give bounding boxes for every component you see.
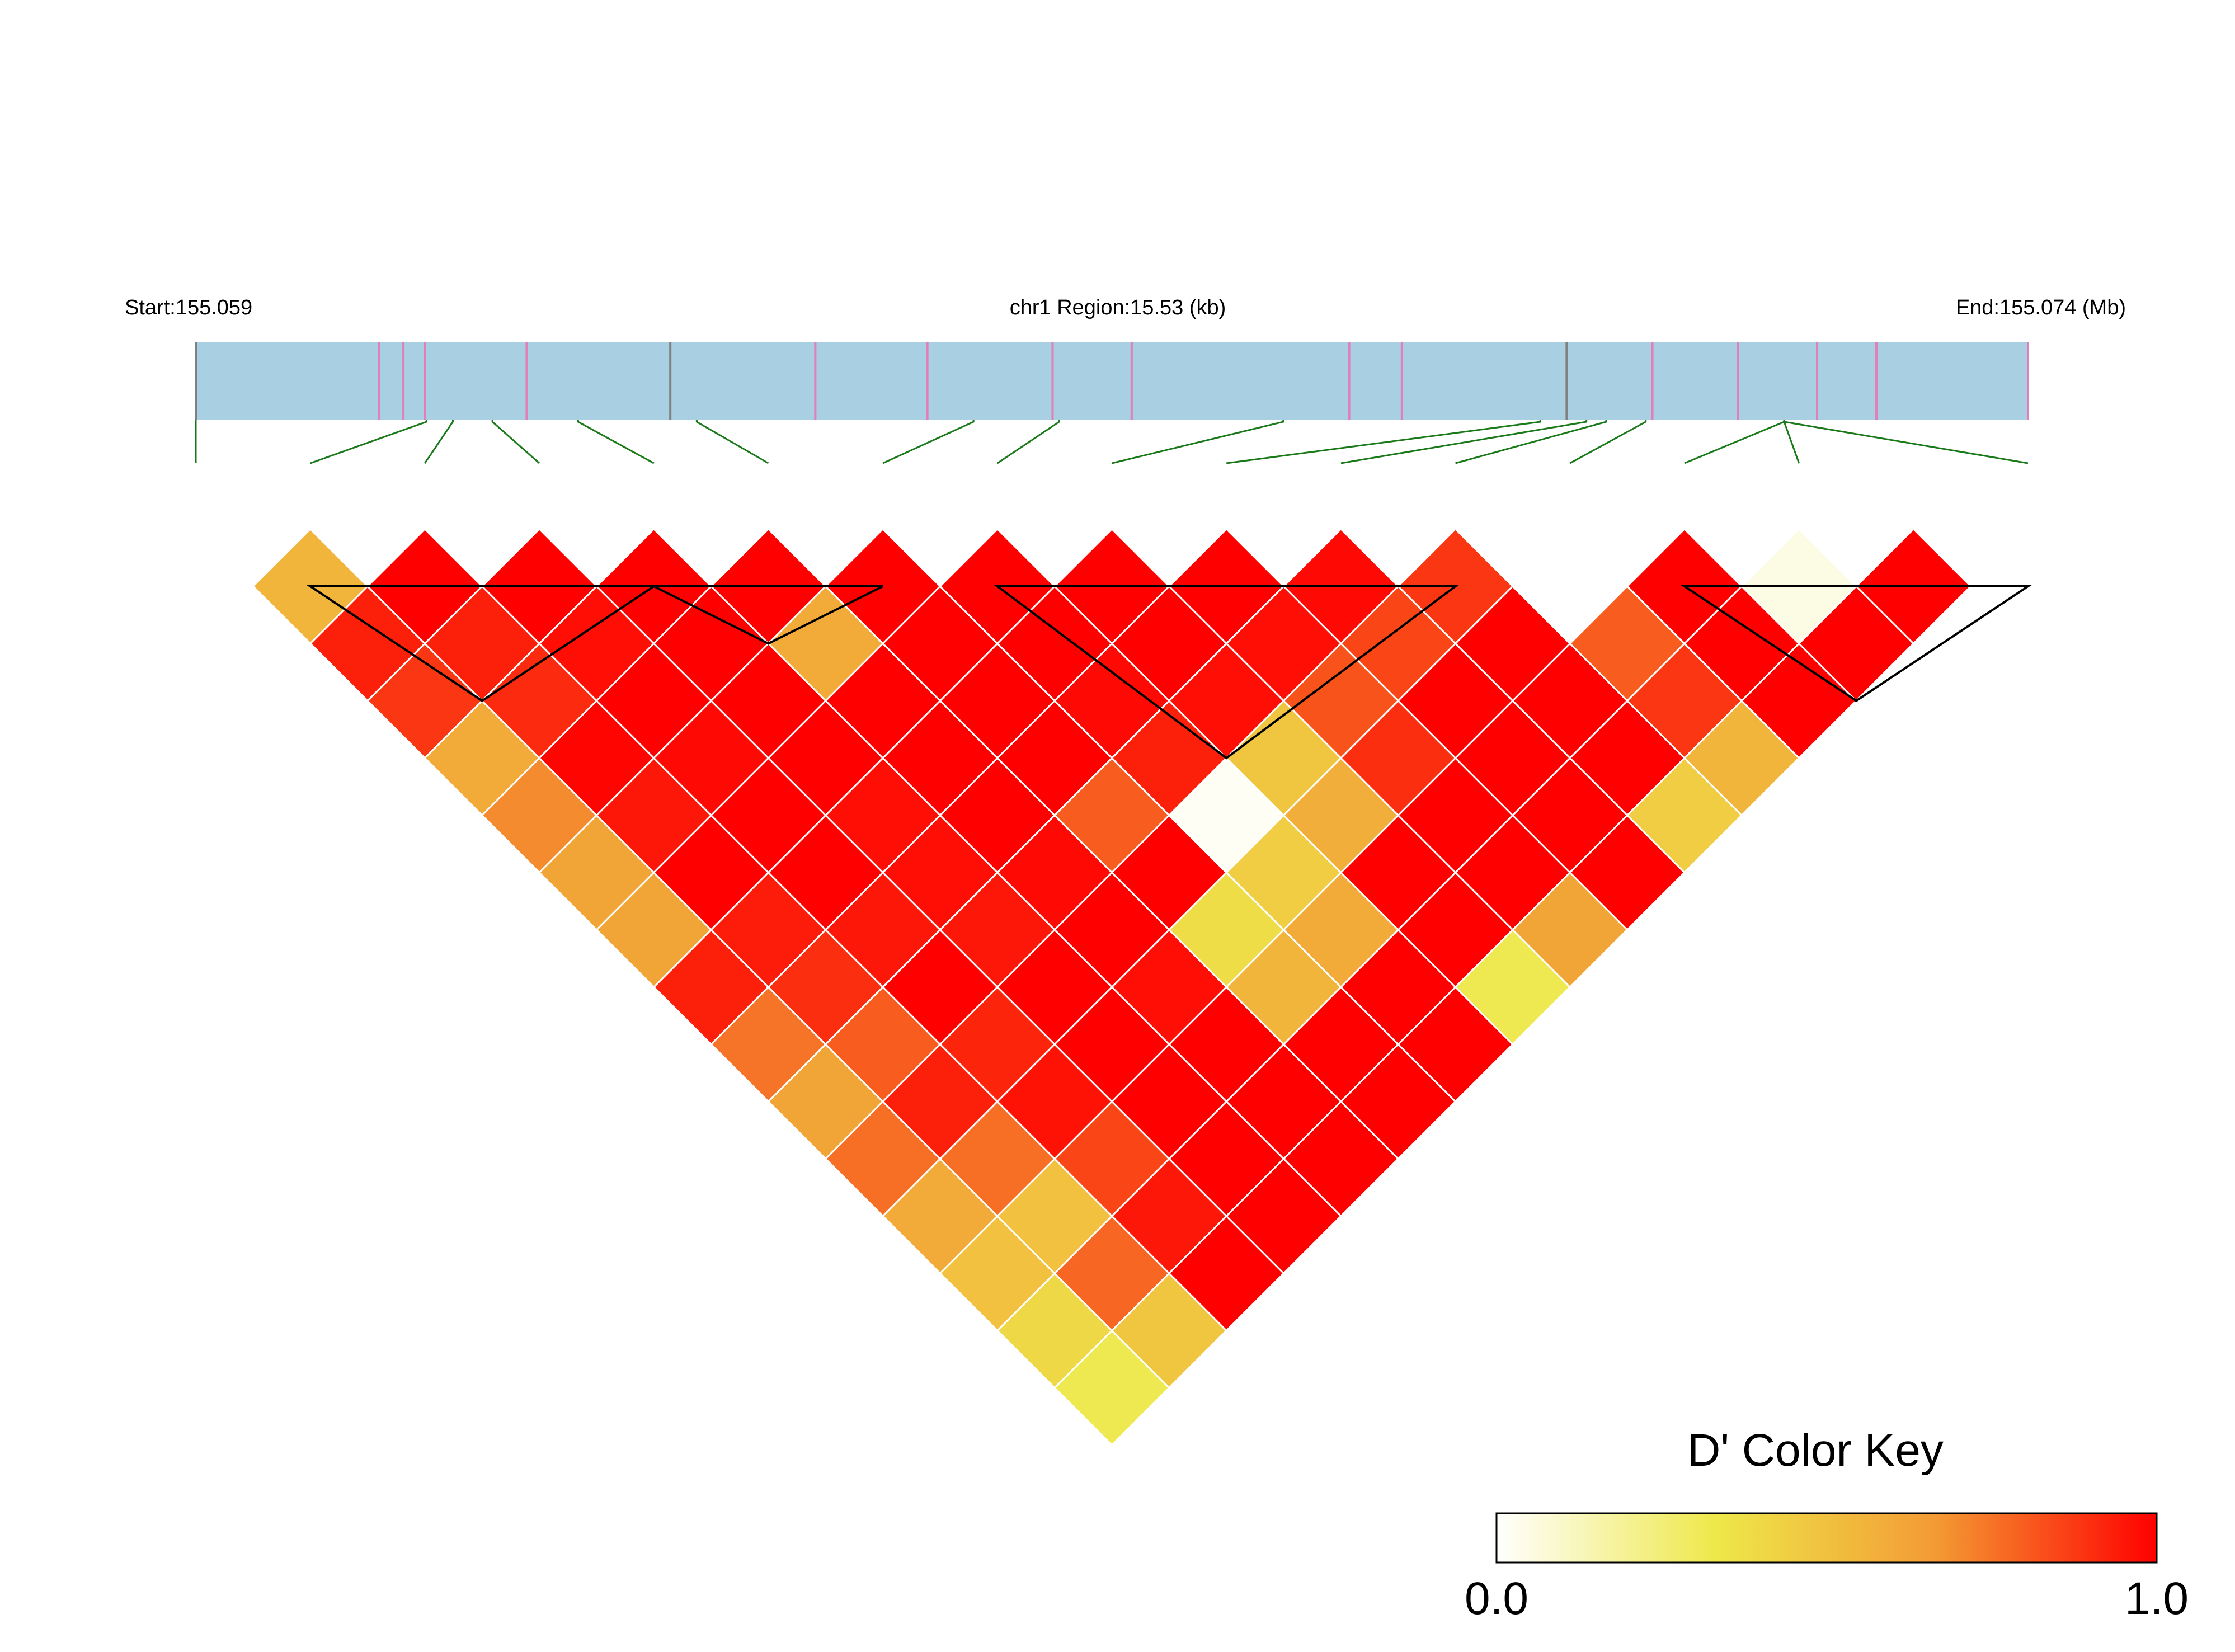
haplotype-blocks [307,585,2032,760]
snp-connector [1569,420,1647,464]
snp-connector [1340,420,1588,464]
snp-connector [1112,420,1284,464]
gene-track-bar [196,342,2028,420]
region-start-label: Start:155.059 [125,296,252,319]
color-key: D' Color Key 0.0 1.0 [1465,1425,2189,1624]
snp-connector [1783,420,1800,464]
snp-connector [695,420,769,464]
snp-position-marks [195,342,2029,420]
region-end-label: End:155.074 (Mb) [1956,296,2126,319]
snp-connector [1226,420,1541,464]
haplotype-block [1681,585,2032,703]
snp-connector [1684,420,1785,464]
snp-connector [310,420,427,464]
snp-connector-lines [195,420,2029,464]
ld-cells [252,528,1972,1447]
color-key-max-label: 1.0 [2125,1573,2189,1624]
region-title-label: chr1 Region:15.53 (kb) [1010,296,1226,319]
snp-connector [1783,420,2029,464]
color-key-gradient-bar [1495,1512,2158,1564]
haplotype-block [307,585,658,703]
snp-connector [1455,420,1607,464]
haplotype-block [653,585,884,645]
color-key-title: D' Color Key [1687,1425,1944,1476]
snp-connector [424,420,454,464]
snp-connector [577,420,655,464]
snp-connector [491,420,540,464]
snp-connector [996,420,1060,464]
color-key-min-label: 0.0 [1465,1573,1528,1624]
snp-connector [882,420,975,464]
haplotype-block [994,585,1459,760]
